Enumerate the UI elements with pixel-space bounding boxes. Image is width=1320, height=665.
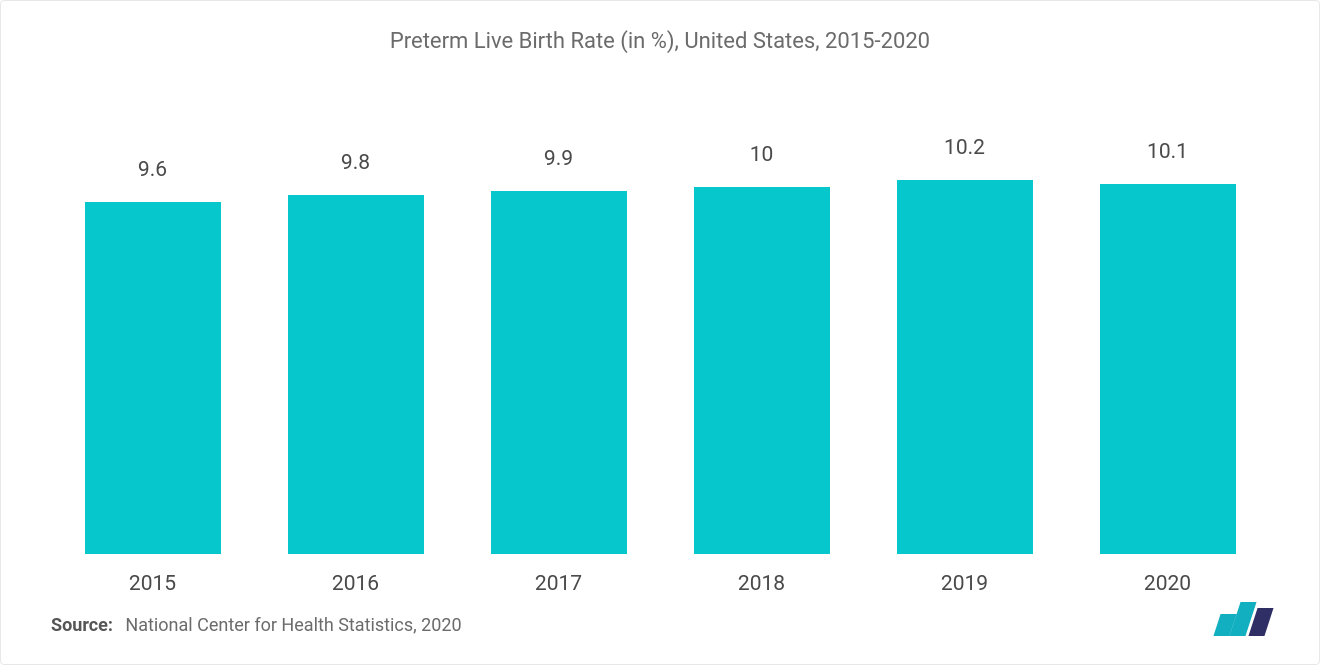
x-label: 2018 [660, 572, 863, 596]
x-label: 2016 [254, 572, 457, 596]
chart-footer: Source: National Center for Health Stati… [51, 602, 1269, 636]
bar-group: 10.2 [863, 114, 1066, 554]
bar [1100, 184, 1236, 554]
plot-area: 9.6 9.8 9.9 10 10.2 10.1 [41, 114, 1279, 554]
source-text: National Center for Health Statistics, 2… [125, 615, 461, 636]
x-label: 2019 [863, 572, 1066, 596]
bar-value-label: 9.8 [254, 151, 457, 175]
bar-group: 9.6 [51, 114, 254, 554]
bar [85, 202, 221, 554]
x-axis-labels: 2015 2016 2017 2018 2019 2020 [41, 572, 1279, 596]
chart-title: Preterm Live Birth Rate (in %), United S… [41, 29, 1279, 54]
bar-value-label: 10 [660, 143, 863, 167]
bar [288, 195, 424, 554]
chart-container: Preterm Live Birth Rate (in %), United S… [0, 0, 1320, 665]
bar-group: 10 [660, 114, 863, 554]
x-label: 2017 [457, 572, 660, 596]
bars-row: 9.6 9.8 9.9 10 10.2 10.1 [41, 114, 1279, 554]
bar-value-label: 10.2 [863, 136, 1066, 160]
bar [897, 180, 1033, 554]
bar-group: 9.9 [457, 114, 660, 554]
bar [491, 191, 627, 554]
bar-value-label: 9.6 [51, 158, 254, 182]
bar [694, 187, 830, 554]
bar-group: 9.8 [254, 114, 457, 554]
bar-value-label: 10.1 [1066, 140, 1269, 164]
source-line: Source: National Center for Health Stati… [51, 615, 462, 636]
source-label: Source: [51, 615, 113, 636]
bar-value-label: 9.9 [457, 147, 660, 171]
bar-group: 10.1 [1066, 114, 1269, 554]
x-label: 2015 [51, 572, 254, 596]
x-label: 2020 [1066, 572, 1269, 596]
brand-logo-icon [1217, 602, 1269, 636]
